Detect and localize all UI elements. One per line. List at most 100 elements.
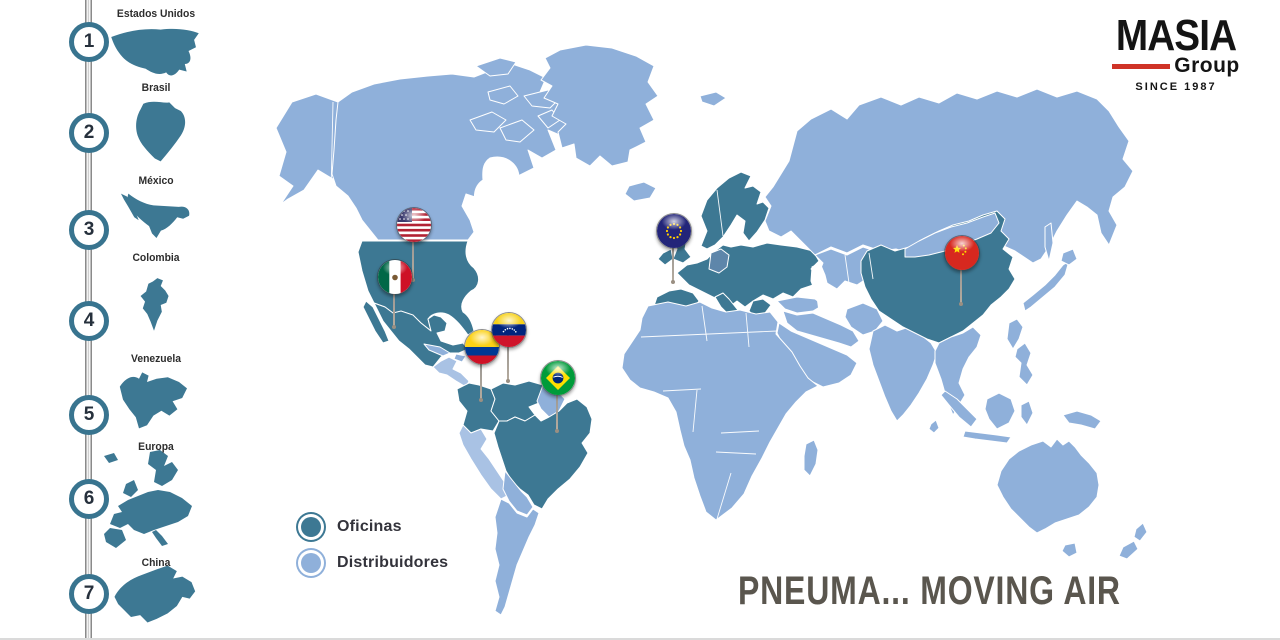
legend-label: Oficinas	[337, 518, 402, 535]
step-number: 4	[83, 310, 95, 331]
legend-label: Distribuidores	[337, 554, 449, 571]
legend-item-distribuidores: Distribuidores	[296, 553, 448, 573]
sumatra	[940, 390, 978, 428]
country-mongolia	[904, 212, 1000, 258]
eu-flag-icon	[656, 213, 692, 249]
country-germany	[708, 248, 730, 274]
pin-stem	[671, 230, 675, 284]
step-number: 6	[83, 488, 95, 509]
sidebar-shape-china	[114, 565, 196, 623]
arctic-island-5	[499, 119, 535, 143]
baja-california	[362, 300, 390, 344]
pin-stem	[506, 329, 510, 383]
bottom-border	[0, 638, 1280, 640]
caspian-sea	[810, 262, 834, 318]
sidebar-shape-europa	[104, 450, 192, 548]
java	[962, 430, 1012, 444]
sidebar-label-china: China	[141, 557, 171, 569]
pin-stem	[555, 377, 559, 433]
sidebar-shape-brasil	[136, 101, 186, 162]
country-australia	[996, 438, 1100, 534]
tasmania	[1061, 542, 1078, 558]
sidebar-label-venezuela: Venezuela	[130, 353, 181, 365]
logo-since-text: SINCE 1987	[1135, 81, 1217, 93]
sidebar-label-colombia: Colombia	[132, 252, 180, 264]
step-number: 3	[83, 219, 95, 240]
central-america	[432, 356, 470, 388]
country-canada	[331, 63, 581, 241]
step-circle-5: 5	[69, 395, 109, 435]
scandinavia	[700, 171, 770, 250]
sidebar-label-mexico: México	[138, 175, 174, 187]
papua-new-guinea	[1062, 410, 1102, 430]
pin-stem	[959, 252, 963, 306]
office-marker-icon	[301, 517, 321, 537]
distributor-marker-icon	[301, 553, 321, 573]
colombia-flag-icon	[464, 329, 500, 365]
country-brazil	[493, 398, 593, 510]
step-circle-1: 1	[69, 22, 109, 62]
sakhalin	[1044, 222, 1054, 262]
sidebar-shape-mexico	[120, 193, 190, 238]
philippines	[1014, 342, 1034, 386]
venezuela-flag-icon	[491, 312, 527, 348]
middle-east	[782, 310, 860, 348]
pin-stem	[392, 276, 396, 329]
new-zealand-south	[1118, 540, 1139, 560]
arctic-island-4	[469, 111, 507, 133]
korea	[1006, 318, 1024, 350]
legend-item-oficinas: Oficinas	[296, 517, 402, 537]
step-circle-7: 7	[69, 574, 109, 614]
china-flag-icon	[944, 235, 980, 271]
country-venezuela	[490, 380, 548, 422]
pin-stem	[411, 224, 415, 282]
country-iceland	[624, 181, 657, 202]
svalbard	[699, 91, 727, 107]
bolivia-paraguay	[502, 470, 534, 516]
step-number: 5	[83, 404, 95, 425]
sidebar-shape-venezuela	[119, 372, 187, 429]
logo-group-row: Group	[1100, 54, 1252, 78]
mexico-flag-icon	[377, 259, 413, 295]
sidebar-shape-colombia	[140, 278, 169, 331]
hispaniola	[453, 353, 467, 363]
argentina-chile	[494, 498, 540, 616]
slogan-text: PNEUMA... MOVING AIR	[738, 569, 1121, 613]
cuba	[423, 343, 451, 357]
arctic-island-3	[487, 85, 519, 105]
step-number: 1	[83, 31, 95, 52]
logo-red-bar	[1112, 63, 1171, 69]
sidebar-label-brasil: Brasil	[141, 82, 171, 94]
logo-group-text: Group	[1174, 54, 1240, 77]
pin-stem	[479, 346, 483, 402]
step-number: 2	[83, 122, 95, 143]
masia-group-logo: MASIA Group SINCE 1987	[1100, 14, 1252, 93]
sidebar-shape-usa	[111, 28, 199, 76]
logo-wordmark: MASIA	[1115, 11, 1237, 60]
country-borders	[330, 101, 874, 520]
new-zealand-north	[1133, 522, 1148, 542]
brazil-flag-icon	[540, 360, 576, 396]
step-circle-3: 3	[69, 210, 109, 250]
hokkaido	[1060, 248, 1078, 266]
sulawesi	[1020, 400, 1034, 426]
country-greenland	[540, 44, 659, 167]
step-circle-6: 6	[69, 479, 109, 519]
usa-flag-icon	[396, 207, 432, 243]
step-number: 7	[83, 583, 95, 604]
madagascar	[803, 439, 819, 477]
step-circle-4: 4	[69, 301, 109, 341]
sidebar-label-estados-unidos: Estados Unidos	[116, 8, 196, 20]
arctic-island-1	[475, 57, 517, 77]
sri-lanka	[928, 419, 940, 434]
country-ireland	[657, 248, 674, 266]
hudson-bay	[474, 156, 529, 232]
sidebar-label-europa: Europa	[138, 441, 174, 453]
continent-africa	[621, 301, 819, 521]
step-circle-2: 2	[69, 113, 109, 153]
borneo	[984, 392, 1016, 430]
japan	[1022, 260, 1070, 312]
country-turkey	[776, 296, 824, 314]
